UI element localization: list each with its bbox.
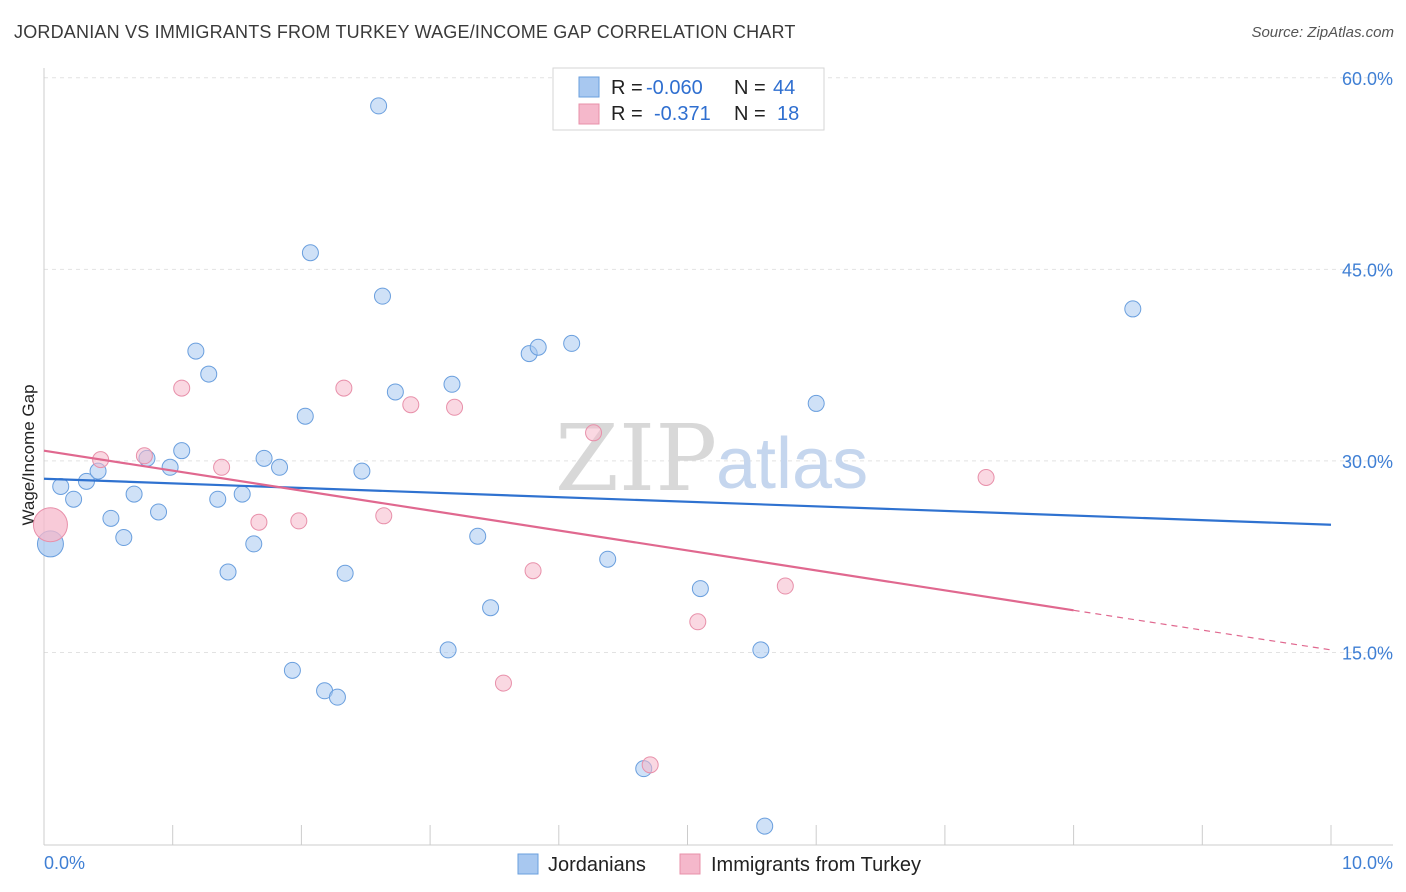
- point-jordanians: [529, 338, 547, 356]
- point-jordanians: [233, 485, 251, 503]
- legend-n-value: 44: [773, 77, 795, 99]
- y-tick-label: 60.0%: [1342, 69, 1393, 89]
- legend-r-label: R =: [611, 77, 643, 99]
- point-jordanians: [200, 365, 218, 383]
- watermark-zip: ZIP: [555, 405, 717, 512]
- point-jordanians: [752, 641, 770, 659]
- point-jordanians: [443, 375, 461, 393]
- point-turkey: [494, 674, 512, 692]
- point-jordanians: [373, 287, 391, 305]
- source-credit: Source: ZipAtlas.com: [1251, 24, 1394, 41]
- point-turkey: [173, 379, 191, 397]
- point-turkey: [335, 379, 353, 397]
- point-jordanians: [125, 485, 143, 503]
- point-jordanians: [102, 509, 120, 527]
- point-turkey: [446, 398, 464, 416]
- point-jordanians: [336, 564, 354, 582]
- point-jordanians: [283, 661, 301, 679]
- legend-label-jordanians: Jordanians: [548, 854, 646, 876]
- point-jordanians: [52, 477, 70, 495]
- point-turkey: [776, 577, 794, 595]
- point-jordanians: [301, 244, 319, 262]
- point-turkey: [250, 513, 268, 531]
- series-legend: Jordanians Immigrants from Turkey: [517, 853, 921, 876]
- grid-lines: [44, 77, 1393, 653]
- point-turkey: [290, 512, 308, 530]
- point-jordanians: [187, 342, 205, 360]
- point-jordanians: [370, 97, 388, 115]
- point-jordanians: [161, 458, 179, 476]
- point-jordanians: [115, 529, 133, 547]
- point-turkey: [402, 396, 420, 414]
- x-tick-label-min: 0.0%: [44, 853, 85, 873]
- legend-label-turkey: Immigrants from Turkey: [711, 854, 921, 876]
- x-tick-label-max: 10.0%: [1342, 853, 1393, 873]
- y-tick-labels: 60.0% 45.0% 30.0% 15.0%: [1342, 69, 1393, 664]
- point-turkey: [524, 562, 542, 580]
- point-turkey: [213, 458, 231, 476]
- y-axis-title: Wage/Income Gap: [19, 384, 38, 525]
- point-jordanians: [599, 550, 617, 568]
- legend-n-label: N =: [734, 77, 766, 99]
- y-tick-label: 45.0%: [1342, 260, 1393, 280]
- point-jordanians: [353, 462, 371, 480]
- point-jordanians: [482, 599, 500, 617]
- point-turkey: [32, 507, 68, 543]
- trend-lines: [43, 449, 1332, 651]
- legend-swatch-turkey: [679, 853, 701, 875]
- legend-n-value: 18: [777, 103, 799, 125]
- legend-swatch-jordanians: [517, 853, 539, 875]
- point-jordanians: [245, 535, 263, 553]
- y-tick-label: 30.0%: [1342, 452, 1393, 472]
- point-jordanians: [296, 407, 314, 425]
- point-turkey: [585, 424, 603, 442]
- point-jordanians: [469, 527, 487, 545]
- trend-line-turkey: [43, 449, 1074, 612]
- chart-title: JORDANIAN VS IMMIGRANTS FROM TURKEY WAGE…: [14, 22, 796, 42]
- trend-line-turkey-extension: [1073, 609, 1332, 651]
- trend-line-jordanians: [43, 477, 1332, 526]
- point-jordanians: [271, 458, 289, 476]
- legend-r-label: R =: [611, 103, 643, 125]
- point-jordanians: [756, 817, 774, 835]
- point-turkey: [641, 756, 659, 774]
- point-jordanians: [209, 490, 227, 508]
- point-jordanians: [807, 394, 825, 412]
- point-jordanians: [386, 383, 404, 401]
- point-jordanians: [150, 503, 168, 521]
- legend-swatch-jordanians: [578, 76, 600, 98]
- point-jordanians: [328, 688, 346, 706]
- correlation-legend: R = -0.060 N = 44 R = -0.371 N = 18: [552, 67, 825, 131]
- point-turkey: [977, 469, 995, 487]
- point-turkey: [689, 613, 707, 631]
- point-jordanians: [255, 449, 273, 467]
- point-jordanians: [691, 580, 709, 598]
- legend-r-value: -0.371: [654, 103, 711, 125]
- point-jordanians: [173, 442, 191, 460]
- point-jordanians: [65, 490, 83, 508]
- axes: [43, 68, 1393, 846]
- watermark-atlas: atlas: [716, 424, 868, 504]
- point-jordanians: [219, 563, 237, 581]
- point-jordanians: [439, 641, 457, 659]
- y-tick-label: 15.0%: [1342, 643, 1393, 663]
- legend-n-label: N =: [734, 103, 766, 125]
- point-jordanians: [1124, 300, 1142, 318]
- legend-r-value: -0.060: [646, 77, 703, 99]
- data-points: [32, 97, 1142, 835]
- point-turkey: [375, 507, 393, 525]
- point-turkey: [135, 447, 153, 465]
- legend-swatch-turkey: [578, 103, 600, 125]
- point-jordanians: [563, 334, 581, 352]
